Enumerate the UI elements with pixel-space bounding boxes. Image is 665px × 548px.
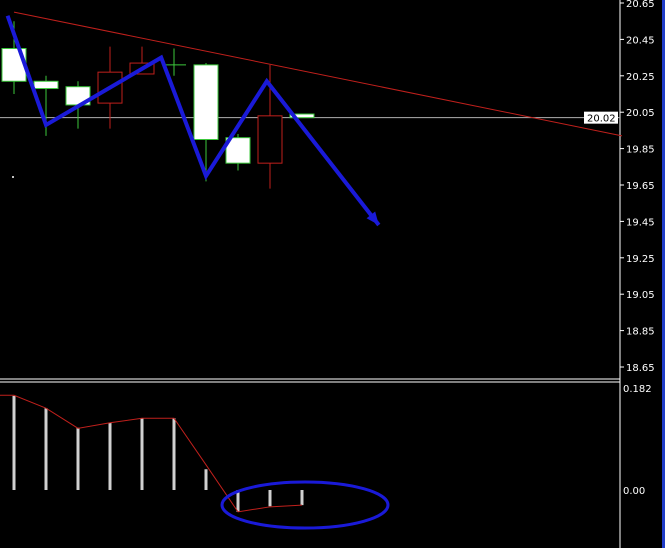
- indicator-bar: [268, 490, 272, 507]
- current-price-badge: [584, 111, 618, 124]
- indicator-bar: [236, 490, 240, 512]
- candle: [193, 63, 219, 182]
- zigzag-arrow-annotation: [5, 15, 381, 227]
- window-edge: [662, 0, 665, 548]
- highlight-ellipse-annotation: [220, 480, 390, 530]
- price-tick-label: 20.25: [626, 72, 655, 83]
- indicator-tick-label: 0.00: [623, 486, 645, 497]
- price-tick-label: 19.05: [626, 290, 655, 301]
- trendline: [13, 11, 623, 137]
- indicator-bar: [172, 418, 176, 490]
- indicator-bar: [44, 408, 48, 490]
- cursor-dot: [12, 176, 14, 178]
- candle-body: [257, 115, 283, 164]
- candle: [289, 113, 315, 119]
- price-tick-label: 20.65: [626, 0, 655, 10]
- price-tick-label: 18.65: [626, 363, 655, 374]
- indicator-bar: [76, 427, 80, 490]
- price-tick-label: 20.45: [626, 35, 655, 46]
- price-tick-label: 19.45: [626, 217, 655, 228]
- indicator-bar: [108, 422, 112, 490]
- price-tick-label: 19.85: [626, 145, 655, 156]
- indicator-bar: [300, 490, 304, 506]
- price-tick-label: 20.05: [626, 108, 655, 119]
- candle-body: [289, 113, 315, 119]
- arrowhead-icon: [366, 211, 379, 226]
- price-tick-label: 19.65: [626, 181, 655, 192]
- price-tick-label: 19.25: [626, 254, 655, 265]
- indicator-tick-label: 0.182: [623, 384, 652, 395]
- indicator-signal-line: [0, 394, 303, 513]
- candle-body: [33, 80, 59, 90]
- candle: [257, 64, 283, 189]
- indicator-bar: [204, 469, 208, 490]
- indicator-bar: [140, 418, 144, 490]
- indicator-bar: [12, 395, 16, 490]
- price-tick-label: 18.85: [626, 327, 655, 338]
- candle-body: [193, 64, 219, 140]
- current-price-label: 20.02: [587, 114, 616, 125]
